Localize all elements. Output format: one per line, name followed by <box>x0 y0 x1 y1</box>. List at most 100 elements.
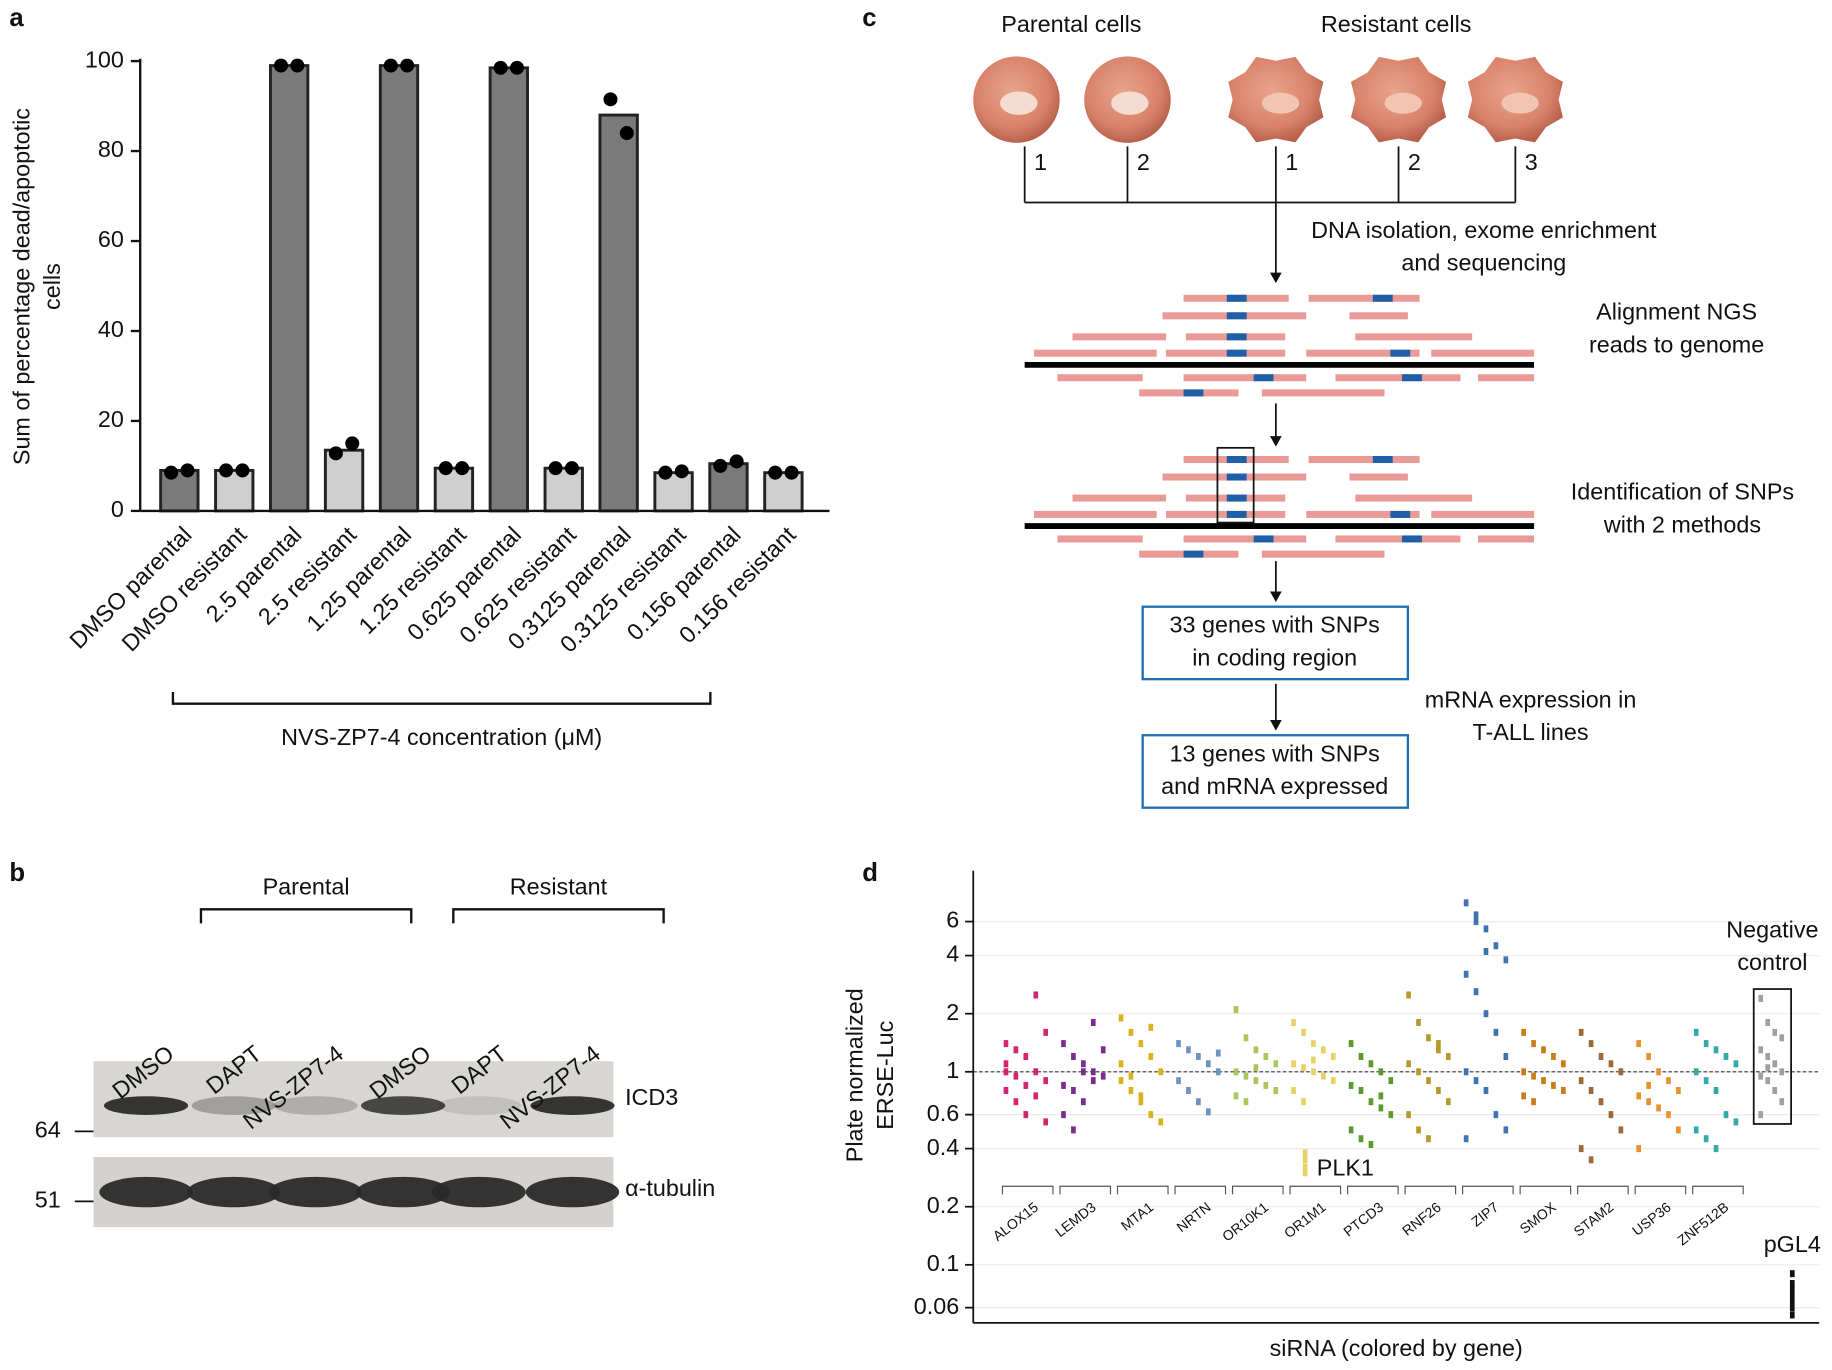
nucleus <box>1384 92 1422 114</box>
step-text: Alignment NGS <box>1596 299 1757 325</box>
variant <box>1226 294 1247 302</box>
data-point <box>1733 1118 1739 1126</box>
variant <box>1372 456 1393 464</box>
data-point <box>1531 1040 1536 1048</box>
data-point <box>1473 911 1479 919</box>
band <box>436 1096 522 1115</box>
data-point <box>1302 1156 1308 1164</box>
panel-label: a <box>9 4 24 32</box>
y-tick-label: 0.4 <box>927 1134 959 1160</box>
read <box>1335 374 1461 382</box>
data-point <box>1551 1081 1556 1089</box>
data-point <box>273 58 289 73</box>
data-point <box>1215 1049 1221 1057</box>
data-point <box>1128 1028 1134 1036</box>
y-axis-label: Sum of percentage dead/apoptotic <box>9 108 35 465</box>
gene-label: SMOX <box>1516 1198 1559 1236</box>
data-point <box>1100 1046 1106 1054</box>
gene-bracket <box>1001 1185 1054 1195</box>
step-text: T-ALL lines <box>1473 719 1589 745</box>
band <box>273 1096 358 1115</box>
data-point <box>1081 1098 1086 1106</box>
data-point <box>1061 1040 1066 1048</box>
data-point <box>1348 1081 1354 1089</box>
data-point <box>1541 1077 1546 1085</box>
snp-box <box>1216 446 1255 524</box>
data-point <box>1128 1072 1134 1080</box>
y-tick-label: 4 <box>946 941 959 967</box>
variant <box>1226 312 1247 320</box>
result-box <box>1141 734 1410 809</box>
data-point <box>1186 1046 1191 1054</box>
y-tick-label: 100 <box>85 46 124 72</box>
data-point <box>1463 1135 1469 1143</box>
read <box>1034 510 1157 518</box>
read <box>1477 535 1535 543</box>
data-point <box>1703 1135 1709 1143</box>
step-text: mRNA expression in <box>1425 687 1637 713</box>
data-point <box>1588 1156 1594 1164</box>
data-point <box>1636 1145 1642 1153</box>
data-point <box>1779 1098 1785 1106</box>
data-point <box>1426 1034 1431 1042</box>
y-tick-label: 0.06 <box>914 1293 959 1319</box>
data-point <box>1330 1077 1336 1085</box>
data-point <box>1043 1118 1049 1126</box>
variant <box>1390 349 1411 357</box>
data-point <box>1023 1081 1029 1089</box>
data-point <box>1426 1135 1431 1143</box>
nucleus <box>1501 92 1539 114</box>
data-point <box>1503 1053 1509 1061</box>
read <box>1306 349 1420 357</box>
data-point <box>1521 1068 1526 1076</box>
data-point <box>1321 1046 1326 1054</box>
data-point <box>1416 1068 1421 1076</box>
data-point <box>1713 1145 1719 1153</box>
data-point <box>1243 1098 1249 1106</box>
data-point <box>1158 1118 1164 1126</box>
read <box>1306 510 1420 518</box>
group-bracket <box>199 908 413 924</box>
control-label-box: Negative control <box>1726 918 1818 976</box>
data-point <box>1138 1040 1144 1048</box>
panel-label: c <box>862 4 876 32</box>
data-point <box>438 461 453 476</box>
data-point <box>1043 1028 1049 1036</box>
group-bracket <box>452 908 665 924</box>
data-point <box>1253 1046 1259 1054</box>
y-tick-label: 1 <box>946 1057 959 1083</box>
data-point <box>1243 1034 1249 1042</box>
step-text: 13 genes with SNPs <box>1170 740 1380 766</box>
read <box>1431 349 1535 357</box>
data-point <box>1330 1053 1336 1061</box>
data-point <box>1723 1111 1729 1119</box>
data-point <box>1588 1040 1594 1048</box>
y-tick-label: 60 <box>98 226 124 252</box>
panel-label: d <box>862 859 878 887</box>
read <box>1261 550 1385 558</box>
data-point <box>1789 1280 1795 1288</box>
group-label: Resistant cells <box>1321 11 1472 37</box>
data-point <box>1693 1028 1699 1036</box>
bar <box>214 468 255 513</box>
bar <box>653 471 694 513</box>
step-text: Identification of SNPs <box>1571 479 1794 505</box>
read <box>1308 294 1420 302</box>
data-point <box>1693 1068 1699 1076</box>
variant <box>1226 494 1247 502</box>
data-point <box>1243 1072 1249 1080</box>
data-point <box>1733 1060 1739 1068</box>
gene-label: ALOX15 <box>990 1199 1042 1244</box>
data-point <box>1406 991 1411 999</box>
variant <box>1226 456 1247 464</box>
data-point <box>1703 1077 1709 1085</box>
arrow-head <box>1270 720 1282 731</box>
gene-label: USP36 <box>1629 1199 1674 1239</box>
data-point <box>1758 994 1764 1002</box>
data-point <box>1090 1077 1096 1085</box>
data-point <box>1772 1028 1778 1036</box>
nucleus <box>1261 92 1300 114</box>
data-point <box>1378 1104 1384 1112</box>
data-point <box>455 461 470 476</box>
data-point <box>1436 1040 1441 1048</box>
